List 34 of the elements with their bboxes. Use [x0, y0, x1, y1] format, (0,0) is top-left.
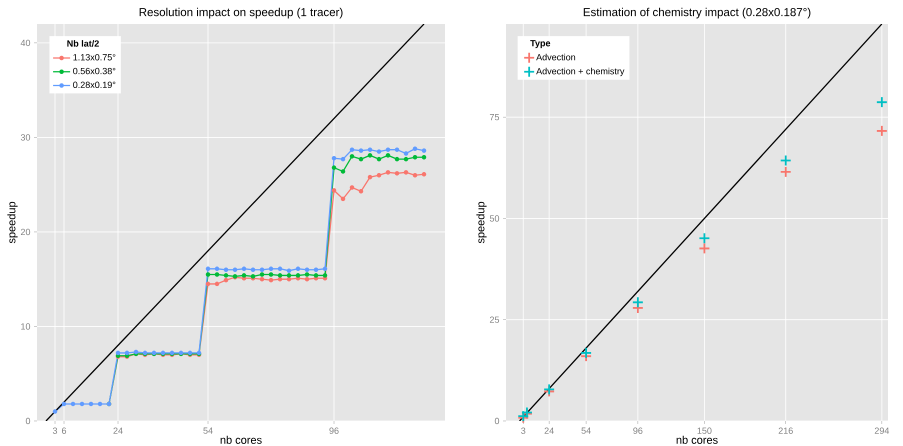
y-tick-label: 50	[490, 215, 500, 222]
x-tick-label: 3	[521, 428, 526, 434]
y-axis-title: speedup	[7, 202, 18, 244]
x-tick-label: 96	[329, 428, 339, 434]
chart-title: Resolution impact on speedup (1 tracer)	[140, 8, 343, 18]
legend-label: Advection	[536, 54, 576, 60]
chart-title: Estimation of chemistry impact (0.28x0.187°)	[584, 8, 810, 18]
legend-title: Type	[530, 40, 550, 48]
x-tick-label: 24	[113, 428, 123, 434]
y-tick-label: 0	[26, 418, 30, 424]
y-tick-label: 20	[20, 228, 30, 236]
legend-title: Nb lat/2	[67, 40, 99, 47]
x-tick-label: 24	[544, 428, 554, 434]
y-tick-label: 40	[20, 40, 30, 46]
y-tick-label: 0	[494, 418, 500, 424]
x-axis-title: nb cores	[220, 436, 262, 444]
x-tick-label: 96	[633, 428, 642, 434]
legend-label: 1.13x0.75°	[73, 54, 116, 60]
y-axis-title: speedup	[476, 202, 487, 244]
x-tick-label: 6	[62, 428, 66, 434]
y-tick-label: 30	[20, 134, 30, 141]
x-tick-label: 54	[203, 428, 213, 434]
y-tick-label: 25	[490, 316, 500, 323]
x-tick-label: 54	[581, 428, 591, 434]
x-axis-title: nb cores	[676, 436, 718, 444]
x-tick-label: 3	[52, 428, 58, 434]
x-tick-label: 216	[778, 428, 793, 434]
x-tick-label: 150	[698, 428, 712, 434]
y-tick-label: 10	[21, 323, 30, 330]
y-tick-label: 75	[490, 114, 500, 120]
x-tick-label: 294	[874, 428, 890, 434]
legend-label: 0.56x0.38°	[73, 68, 116, 74]
legend-label: 0.28x0.19°	[73, 82, 116, 88]
legend-label: Advection + chemistry	[536, 68, 624, 76]
